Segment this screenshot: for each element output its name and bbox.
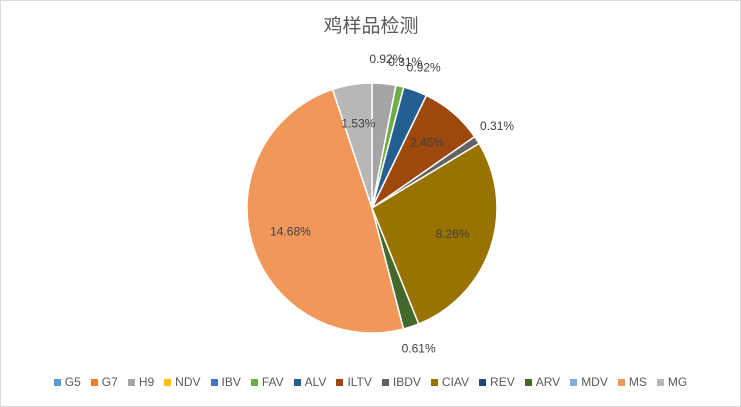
- legend-label: CIAV: [441, 375, 470, 389]
- legend-item: G5: [53, 375, 81, 389]
- legend-item: MS: [617, 375, 647, 389]
- legend-label: IBDV: [392, 375, 421, 389]
- legend-item: ALV: [293, 375, 327, 389]
- legend-swatch: [656, 378, 664, 386]
- legend-item: MDV: [570, 375, 608, 389]
- legend-swatch: [53, 378, 61, 386]
- data-label: 2.45%: [410, 136, 444, 150]
- legend-swatch: [524, 378, 532, 386]
- legend-label: MG: [667, 375, 688, 389]
- data-label: 0.31%: [480, 119, 514, 133]
- pie-slice: [371, 142, 498, 325]
- legend-item: H9: [127, 375, 155, 389]
- legend-label: ARV: [535, 375, 561, 389]
- pie-slice: [246, 88, 405, 334]
- legend-swatch: [90, 378, 98, 386]
- legend-swatch: [617, 378, 625, 386]
- legend-swatch: [479, 378, 487, 386]
- data-label: 0.92%: [407, 60, 441, 74]
- data-label: 0.31%: [388, 55, 422, 69]
- pie-slice: [331, 82, 373, 209]
- legend-swatch: [430, 378, 438, 386]
- legend-label: ILTV: [347, 375, 372, 389]
- legend-item: ILTV: [336, 375, 372, 389]
- legend-item: ARV: [524, 375, 561, 389]
- legend-swatch: [164, 378, 172, 386]
- data-label: 14.68%: [270, 224, 311, 238]
- legend-label: IBV: [221, 375, 241, 389]
- legend-item: IBV: [210, 375, 241, 389]
- legend-label: FAV: [261, 375, 284, 389]
- legend-label: H9: [138, 375, 155, 389]
- legend-item: MG: [656, 375, 688, 389]
- legend-item: FAV: [250, 375, 284, 389]
- legend-swatch: [250, 378, 258, 386]
- legend-label: G5: [64, 375, 81, 389]
- legend-item: CIAV: [430, 375, 470, 389]
- legend-item: REV: [479, 375, 515, 389]
- legend: G5 G7 H9 NDV IBV FAV ALV ILTV IBDV CIAV REV ARV MDV M…: [1, 375, 740, 389]
- legend-swatch: [336, 378, 344, 386]
- data-label: 0.61%: [402, 342, 436, 356]
- legend-swatch: [570, 378, 578, 386]
- legend-swatch: [127, 378, 135, 386]
- legend-label: G7: [101, 375, 118, 389]
- legend-label: REV: [490, 375, 515, 389]
- legend-swatch: [293, 378, 301, 386]
- legend-item: NDV: [164, 375, 201, 389]
- legend-item: IBDV: [381, 375, 421, 389]
- legend-swatch: [210, 378, 218, 386]
- legend-label: MS: [628, 375, 647, 389]
- legend-label: NDV: [175, 375, 201, 389]
- legend-item: G7: [90, 375, 118, 389]
- data-label: 8.26%: [436, 227, 470, 241]
- chart-title: 鸡样品检测: [323, 15, 418, 37]
- data-label: 0.92%: [369, 52, 403, 66]
- legend-swatch: [381, 378, 389, 386]
- legend-label: MDV: [581, 375, 608, 389]
- data-label: 1.53%: [341, 116, 375, 130]
- legend-label: ALV: [304, 375, 327, 389]
